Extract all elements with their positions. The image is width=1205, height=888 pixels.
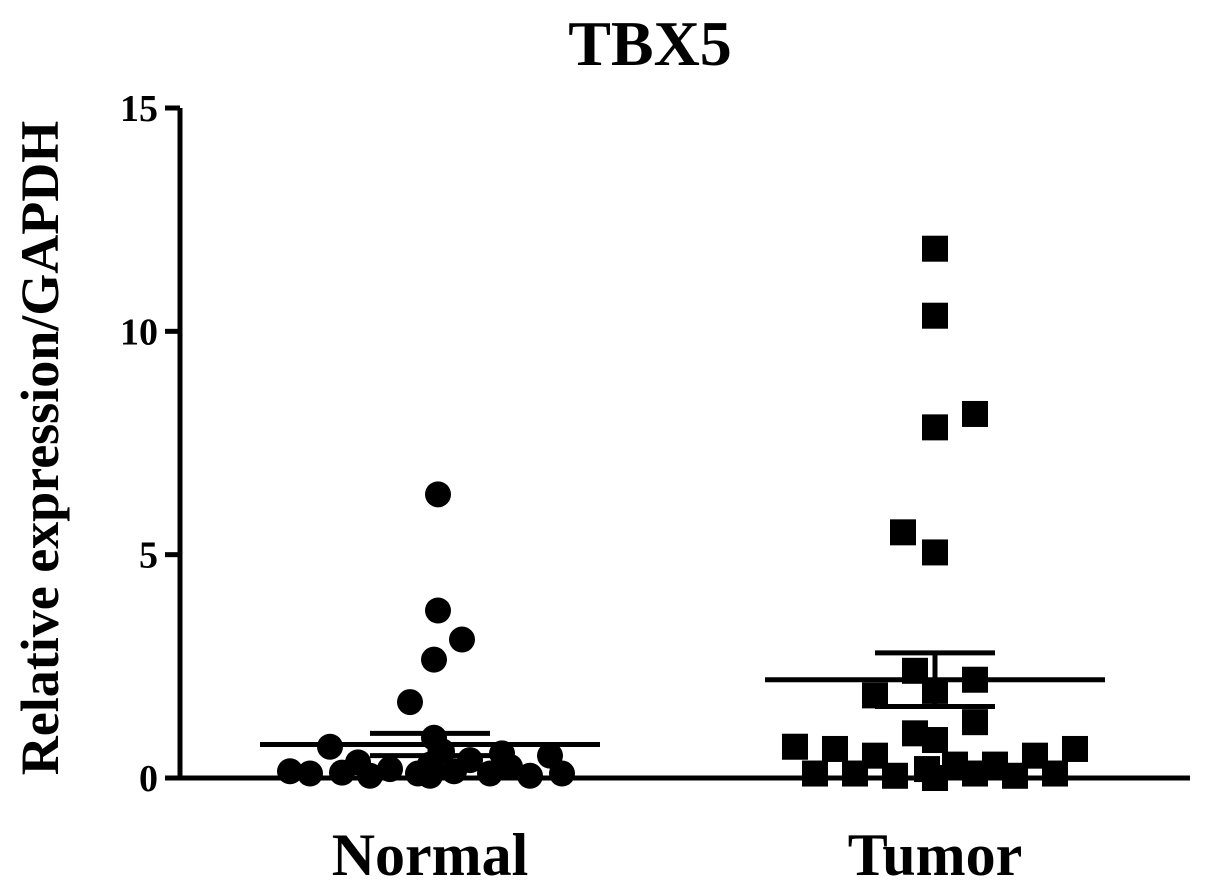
data-point-square: [922, 539, 948, 566]
data-point-circle: [397, 689, 423, 716]
y-tick-label: 15: [120, 88, 158, 130]
y-tick-label: 10: [120, 311, 158, 353]
data-point-circle: [421, 646, 447, 673]
data-point-square: [882, 762, 908, 789]
x-tick-label-normal: Normal: [332, 822, 529, 888]
data-point-square: [962, 709, 988, 736]
data-points: [277, 235, 1088, 791]
data-point-square: [922, 302, 948, 329]
data-point-square: [922, 727, 948, 754]
data-point-circle: [345, 749, 371, 776]
data-point-square: [922, 414, 948, 441]
data-point-square: [822, 735, 848, 762]
data-point-square: [922, 235, 948, 262]
data-point-circle: [449, 626, 475, 653]
y-axis-label: Relative expression/GAPDH: [10, 121, 70, 775]
mean-sem-bars: [260, 650, 1105, 759]
y-tick-label: 5: [139, 535, 158, 577]
data-point-square: [890, 519, 916, 546]
data-point-circle: [377, 756, 403, 783]
data-point-circle: [477, 760, 503, 787]
chart-title: TBX5: [568, 8, 732, 79]
data-point-circle: [417, 762, 443, 789]
data-point-square: [782, 733, 808, 760]
y-tick-label: 0: [139, 758, 158, 800]
data-point-circle: [517, 762, 543, 789]
y-ticks: 0 5 10 15: [120, 88, 180, 800]
data-point-circle: [425, 597, 451, 624]
x-ticks: Normal Tumor: [332, 822, 1023, 888]
data-point-square: [1042, 760, 1068, 787]
x-tick-label-tumor: Tumor: [848, 822, 1023, 888]
data-point-square: [802, 760, 828, 787]
data-point-circle: [425, 481, 451, 508]
data-point-circle: [549, 760, 575, 787]
data-point-circle: [277, 758, 303, 785]
data-point-circle: [297, 760, 323, 787]
data-point-square: [962, 400, 988, 427]
data-point-square: [1062, 735, 1088, 762]
